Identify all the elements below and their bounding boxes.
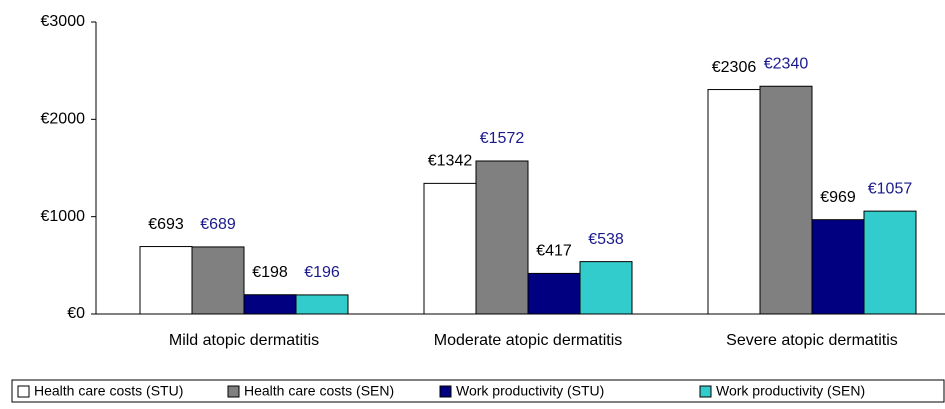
y-tick-label: €3000 [41,13,86,30]
data-label: €1342 [428,153,473,170]
data-label: €1572 [480,130,525,147]
legend-label: Work productivity (STU) [456,383,604,399]
legend-frame [11,379,945,403]
bar [475,160,529,315]
bar [191,246,245,315]
legend-label: Health care costs (SEN) [244,383,394,399]
bar [423,182,477,315]
data-label: €417 [536,243,572,260]
data-label: €689 [200,216,236,233]
bar [579,261,633,315]
legend-swatch [439,385,452,398]
x-tick-label: Mild atopic dermatitis [169,332,319,349]
data-label: €969 [820,189,856,206]
data-label: €2340 [764,55,809,72]
data-label: €198 [252,264,288,281]
bar [527,272,581,315]
legend: Health care costs (STU) Health care costs… [11,379,945,403]
bar [863,210,917,315]
y-tick-label: €2000 [41,111,86,128]
y-tick-label: €0 [67,305,85,322]
bar [139,246,193,315]
legend-swatch [699,385,712,398]
legend-label: Work productivity (SEN) [716,383,865,399]
bar [811,219,865,315]
legend-swatch [17,385,30,398]
y-tick-label: €1000 [41,208,86,225]
bar [243,294,297,315]
x-tick-label: Severe atopic dermatitis [726,332,898,349]
bar [759,85,813,315]
legend-swatch [227,385,240,398]
data-label: €1057 [868,180,913,197]
data-label: €693 [148,216,184,233]
bar [707,89,761,315]
legend-label: Health care costs (STU) [34,383,183,399]
bar [295,294,349,315]
data-label: €2306 [712,59,757,76]
x-tick-label: Moderate atopic dermatitis [434,332,623,349]
data-label: €538 [588,231,624,248]
data-label: €196 [304,264,340,281]
